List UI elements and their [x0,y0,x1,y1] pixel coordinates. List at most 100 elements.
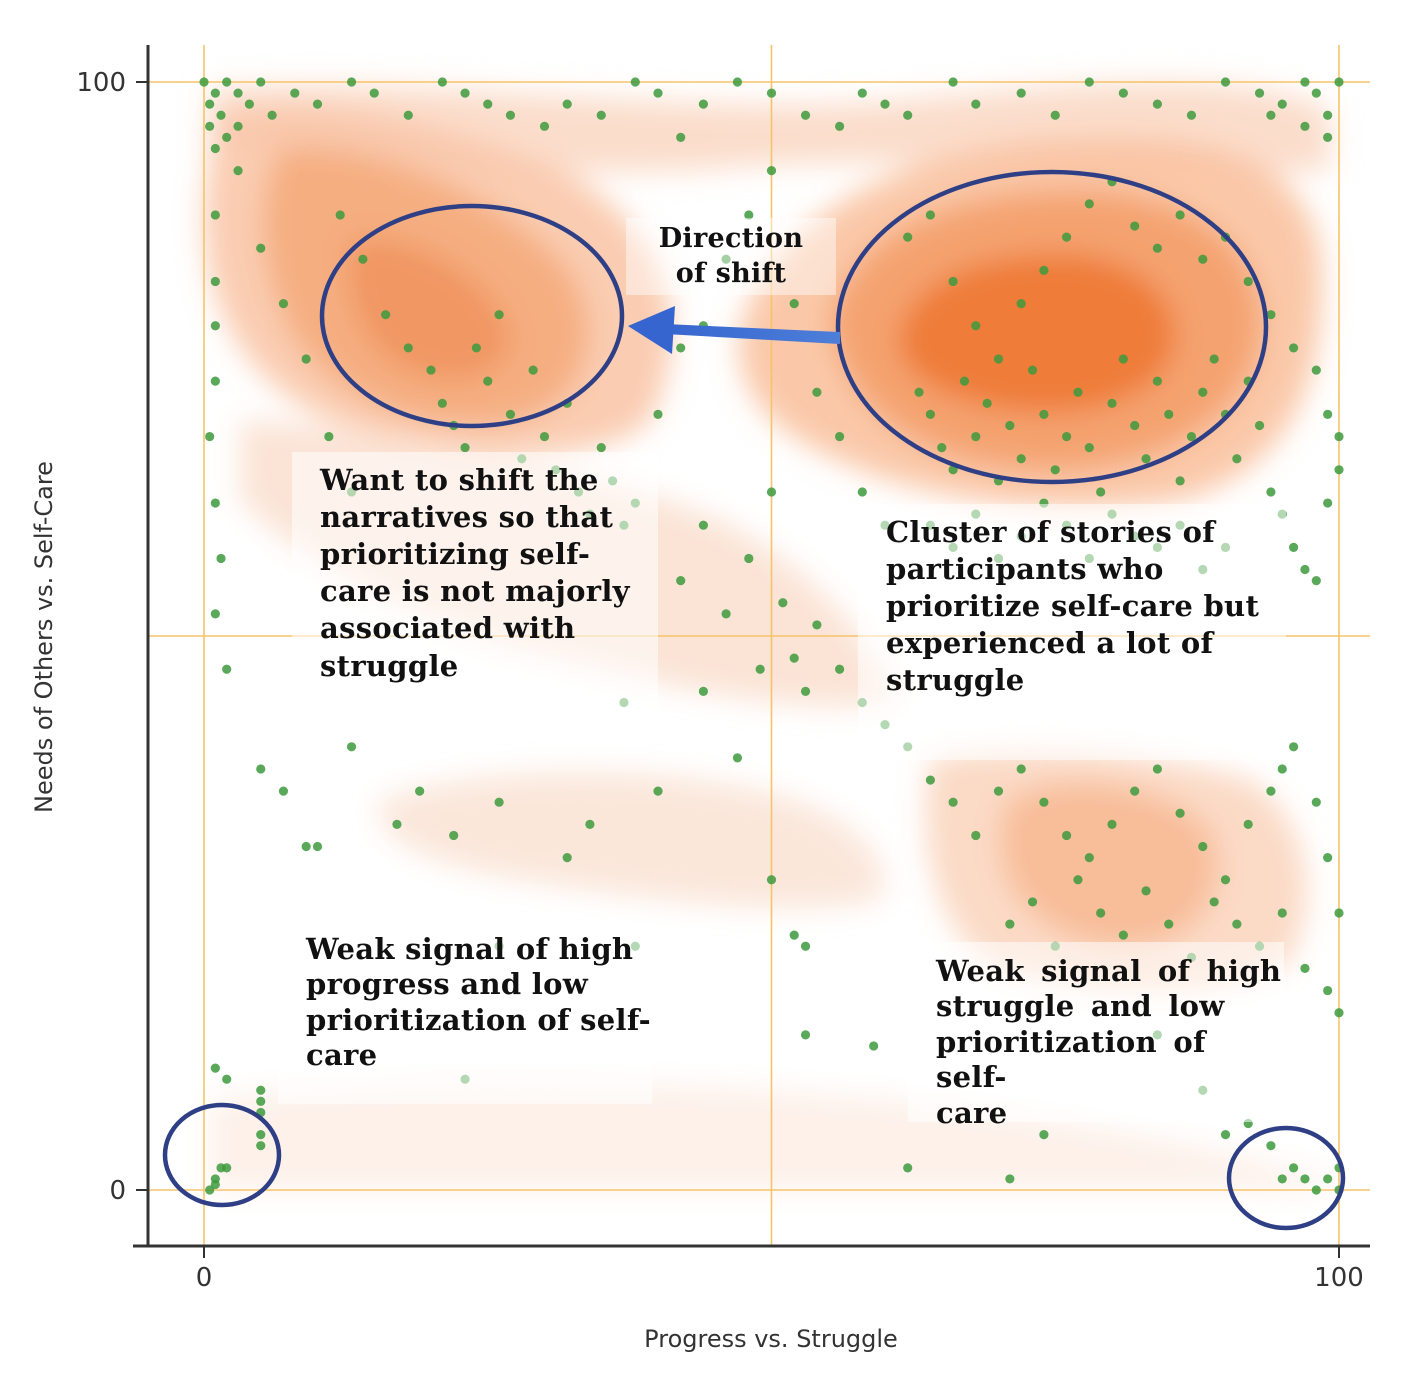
data-point [1152,764,1162,774]
data-point [1209,897,1219,907]
data-point [1300,121,1310,131]
data-point [1323,132,1333,142]
data-point [1277,764,1287,774]
data-point [778,598,788,608]
data-point [562,853,572,863]
data-point [210,88,220,98]
data-point [630,77,640,87]
data-point [732,753,743,763]
y-axis-title: Needs of Others vs. Self-Care [30,461,58,813]
data-point [1062,232,1072,242]
data-point [210,609,220,619]
data-point [1130,420,1140,431]
data-point [1027,897,1038,907]
axis-ticks: 0 100 0 100 [76,68,1363,1293]
data-point [676,132,686,142]
data-point [1050,465,1060,475]
data-point [426,365,436,375]
data-point [1323,1174,1333,1184]
left-cluster-ellipse [319,203,625,429]
data-point [1289,1163,1299,1173]
data-point [755,664,765,674]
data-point [483,99,493,109]
data-point [653,786,663,796]
data-point [1186,431,1197,442]
data-point [1107,398,1117,408]
annotation-weak-signal-progress: Weak signal of high progress and low pri… [278,922,652,1104]
data-point [460,443,470,453]
data-point [948,797,958,807]
data-point [539,121,550,131]
data-point [1039,797,1049,807]
data-point [210,143,220,154]
data-point [812,387,822,397]
data-point [676,343,686,353]
data-point [1118,930,1128,940]
data-point [494,310,504,320]
data-point [392,819,402,829]
data-point [278,786,289,796]
data-point [1220,1130,1231,1140]
data-point [1266,110,1276,120]
data-point [1311,576,1321,586]
data-point [925,775,936,785]
data-point [335,210,345,220]
data-point [789,653,799,663]
data-point [1118,354,1128,364]
data-point [1311,797,1321,807]
data-point [1186,110,1197,120]
data-point [1220,875,1231,885]
data-point [256,243,266,253]
data-point [1164,409,1174,419]
data-point [1334,465,1344,475]
data-point [766,487,777,497]
data-point [948,276,958,287]
data-point [1050,110,1060,120]
data-point [1073,875,1083,885]
data-point [471,343,481,353]
data-point [971,830,981,841]
data-point [948,77,958,87]
data-point [210,498,220,508]
data-point [1277,908,1287,918]
data-point [222,1163,232,1173]
data-point [1266,786,1276,796]
data-point [1311,365,1321,375]
data-point [222,132,232,142]
data-point [210,321,220,331]
data-point [233,166,243,176]
data-point [205,431,215,442]
data-point [312,841,323,852]
data-point [233,88,243,98]
y-tick-label-100: 100 [76,68,126,98]
data-point [505,110,516,120]
data-point [483,376,493,386]
data-point [1005,420,1015,431]
data-point [1016,454,1026,464]
data-point [244,99,254,109]
data-point [835,664,845,674]
bottom-left-ellipse [162,1102,282,1208]
data-point [903,110,913,120]
data-point [369,88,379,98]
data-point [1027,365,1038,375]
data-point [346,77,357,87]
data-point [732,77,743,87]
data-point [301,354,311,364]
data-point [216,553,226,564]
data-point [800,686,811,697]
data-point [1300,77,1310,87]
data-point [1277,99,1287,109]
data-point [1062,830,1072,841]
annotation-direction-of-shift: Direction of shift [626,218,836,296]
data-point [971,99,981,109]
data-point [278,299,289,309]
data-point [1220,77,1231,87]
arrow-shaft [665,324,840,344]
data-point [1073,387,1083,397]
data-point [1016,88,1026,98]
data-point [653,409,663,419]
density-contours [204,82,1330,1190]
data-point [1323,110,1333,120]
data-point [1289,542,1299,552]
